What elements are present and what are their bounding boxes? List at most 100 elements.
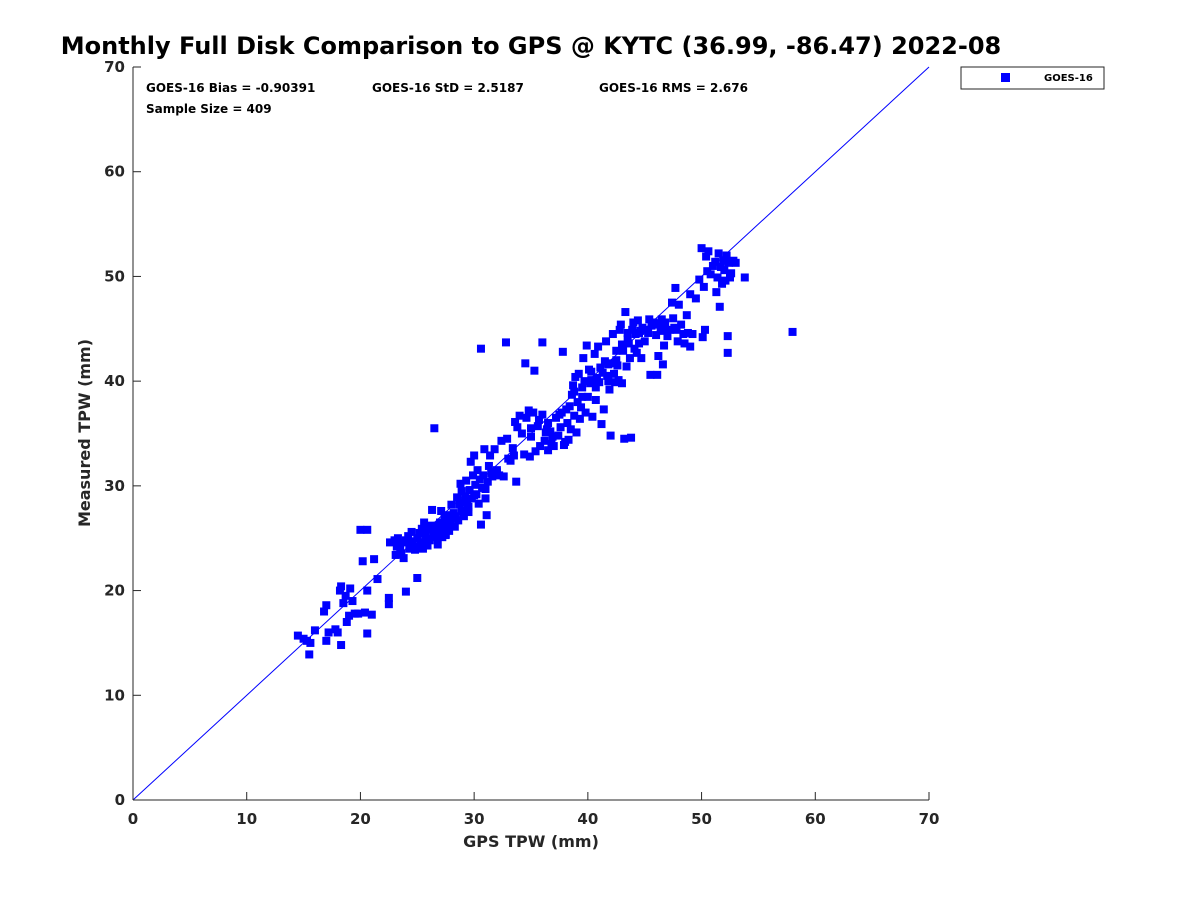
data-point	[570, 387, 579, 396]
data-point	[565, 402, 574, 411]
data-point	[430, 424, 439, 433]
data-point	[418, 544, 427, 553]
data-point	[363, 629, 372, 638]
data-point	[458, 498, 467, 507]
data-point	[602, 337, 611, 346]
data-point	[627, 433, 636, 442]
data-point	[470, 451, 479, 460]
data-point	[719, 256, 728, 265]
data-point	[337, 641, 346, 650]
data-point	[459, 512, 468, 521]
data-point	[521, 359, 530, 368]
x-axis-ticks: 0 10 20 30 40 50 60 70	[128, 792, 939, 828]
data-point	[538, 410, 547, 419]
data-point	[454, 516, 463, 525]
data-point	[401, 536, 410, 545]
data-point	[724, 258, 733, 267]
data-point	[450, 522, 459, 531]
data-point	[424, 525, 433, 534]
data-point	[503, 434, 512, 443]
data-point	[613, 361, 622, 370]
data-point	[513, 423, 522, 432]
data-point	[363, 525, 372, 534]
data-point	[727, 269, 736, 278]
data-point	[588, 412, 597, 421]
data-point	[623, 335, 632, 344]
data-point	[669, 314, 678, 323]
data-point	[544, 446, 553, 455]
data-point	[322, 601, 331, 610]
data-point	[574, 369, 583, 378]
data-point	[509, 451, 518, 460]
data-point	[629, 318, 638, 327]
y-tick-label: 70	[104, 58, 125, 76]
data-point	[439, 524, 448, 533]
data-point	[680, 339, 689, 348]
y-axis-label: Measured TPW (mm)	[75, 339, 94, 527]
data-point	[447, 514, 456, 523]
data-point	[723, 332, 732, 341]
x-tick-label: 20	[350, 810, 371, 828]
data-point	[358, 557, 367, 566]
data-point	[652, 331, 661, 340]
data-point	[612, 346, 621, 355]
data-point	[661, 318, 670, 327]
data-point	[630, 344, 639, 353]
data-point	[393, 534, 402, 543]
data-point	[417, 524, 426, 533]
data-point	[726, 273, 734, 282]
data-point	[596, 363, 605, 372]
data-point	[533, 422, 542, 431]
data-point	[633, 316, 642, 325]
data-point	[534, 415, 543, 424]
data-point	[310, 626, 319, 635]
data-point	[429, 528, 438, 537]
data-point	[622, 362, 631, 371]
data-point	[621, 308, 630, 317]
data-point	[570, 411, 579, 420]
data-point	[469, 471, 478, 480]
data-point	[384, 600, 393, 609]
data-point	[612, 356, 621, 365]
data-point	[484, 461, 493, 470]
data-point	[356, 525, 365, 534]
data-point	[603, 371, 612, 380]
data-point	[615, 325, 624, 334]
data-point	[525, 452, 534, 461]
x-tick-label: 60	[805, 810, 826, 828]
data-point	[480, 445, 489, 454]
legend-label: GOES-16	[1044, 73, 1093, 84]
data-point	[540, 436, 549, 445]
data-point	[339, 599, 348, 608]
data-point	[405, 544, 414, 553]
y-tick-label: 50	[104, 267, 125, 285]
data-point	[617, 379, 626, 388]
data-point	[425, 536, 434, 545]
data-point	[461, 492, 470, 501]
data-point	[360, 608, 369, 617]
data-point	[522, 413, 531, 422]
data-point	[683, 328, 692, 337]
data-point	[434, 527, 443, 536]
data-point	[517, 429, 526, 438]
data-point	[520, 450, 529, 459]
data-point	[337, 582, 346, 591]
legend-marker-icon	[1001, 73, 1010, 82]
data-point	[712, 288, 721, 297]
y-axis-ticks: 0 10 20 30 40 50 60 70	[104, 58, 141, 809]
data-point	[348, 597, 357, 606]
data-point	[668, 298, 677, 307]
data-point	[464, 508, 473, 517]
data-point	[590, 349, 599, 358]
data-point	[466, 457, 475, 466]
data-point	[481, 484, 490, 493]
data-point	[322, 636, 331, 645]
data-point	[431, 533, 440, 542]
data-points	[293, 244, 797, 659]
data-point	[706, 270, 715, 279]
data-point	[663, 332, 672, 341]
data-point	[788, 327, 797, 336]
data-point	[538, 338, 547, 347]
data-point	[623, 328, 632, 337]
data-point	[714, 249, 723, 258]
